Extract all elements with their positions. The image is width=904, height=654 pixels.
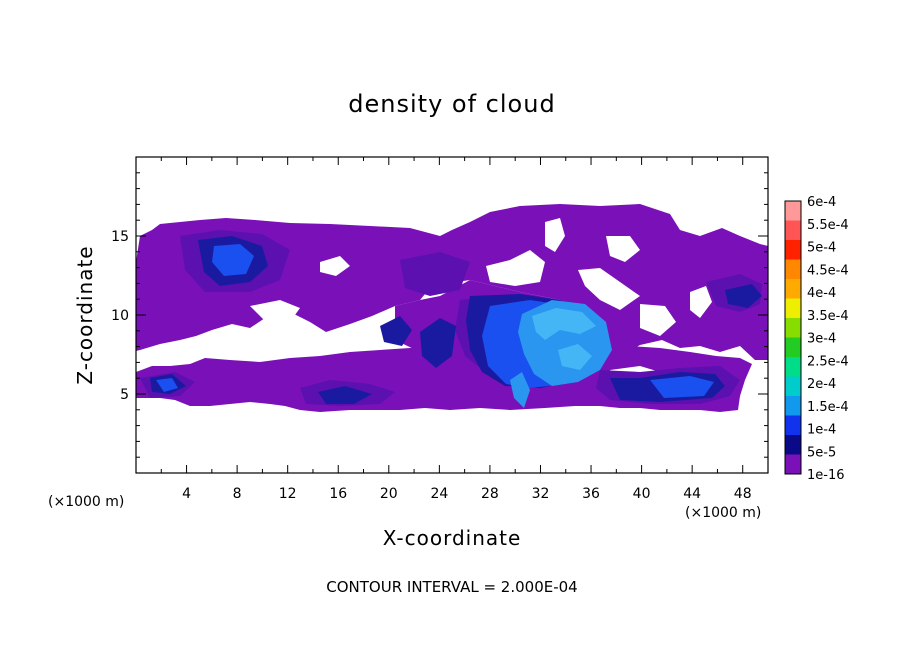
colorbar-label: 4.5e-4 <box>807 263 849 278</box>
colorbar-swatch <box>785 259 801 280</box>
y-tick-label: 10 <box>111 308 129 324</box>
colorbar-swatch <box>785 240 801 260</box>
x-tick-label: 32 <box>532 486 550 502</box>
colorbar-label: 3.5e-4 <box>807 309 849 324</box>
x-tick-label: 20 <box>380 486 398 502</box>
colorbar-swatch <box>785 298 801 319</box>
x-tick-label: 28 <box>481 486 499 502</box>
colorbar-swatch <box>785 220 801 241</box>
x-tick-label: 36 <box>582 486 600 502</box>
colorbar-swatch <box>785 396 801 416</box>
x-tick-label: 4 <box>182 486 191 502</box>
colorbar-swatch <box>785 337 801 358</box>
colorbar-label: 2.5e-4 <box>807 354 849 369</box>
x-tick-label: 40 <box>633 486 651 502</box>
chart-title: density of cloud <box>348 90 555 118</box>
y-axis-label: Z-coordinate <box>73 245 97 384</box>
colorbar-label: 3e-4 <box>807 332 836 347</box>
colorbar-label: 5.5e-4 <box>807 218 849 233</box>
x-tick-label: 8 <box>233 486 242 502</box>
x-tick-label: 48 <box>734 486 752 502</box>
colorbar-swatch <box>785 415 801 436</box>
contour-level-6 <box>532 308 596 370</box>
y-axis-ticks: 5 10 15 <box>111 172 768 458</box>
colorbar-swatch <box>785 376 801 397</box>
colorbar-label: 1.5e-4 <box>807 400 849 415</box>
x-tick-label: 12 <box>279 486 297 502</box>
colorbar-swatch <box>785 435 801 455</box>
colorbar-swatch <box>785 357 801 377</box>
x-axis-ticks: 4 8 12 16 20 24 28 32 36 40 44 48 <box>160 157 752 502</box>
colorbar-label: 4e-4 <box>807 286 836 301</box>
colorbar-label: 5e-5 <box>807 445 836 460</box>
x-tick-label: 16 <box>329 486 347 502</box>
x-axis-unit: (×1000 m) <box>685 505 761 521</box>
x-tick-label: 44 <box>683 486 701 502</box>
colorbar-swatch <box>785 454 801 475</box>
colorbar-label: 6e-4 <box>807 195 836 210</box>
colorbar-swatch <box>785 318 801 338</box>
colorbar-label: 1e-4 <box>807 423 836 438</box>
y-tick-label: 5 <box>120 387 129 403</box>
y-axis-unit: (×1000 m) <box>48 494 124 510</box>
colorbar-label: 2e-4 <box>807 377 836 392</box>
contour-upper-holes <box>200 218 712 352</box>
contour-interval-note: CONTOUR INTERVAL = 2.000E-04 <box>326 578 577 596</box>
x-axis-label: X-coordinate <box>383 526 522 550</box>
y-tick-label: 15 <box>111 229 129 245</box>
colorbar-border <box>784 200 802 475</box>
colorbar-swatch <box>785 201 801 221</box>
contour-field <box>136 204 768 412</box>
colorbar-swatch <box>785 279 801 299</box>
colorbar-label: 1e-16 <box>807 468 845 483</box>
x-tick-label: 24 <box>430 486 448 502</box>
colorbar-legend: 6e-4 5.5e-4 5e-4 4.5e-4 4e-4 3.5e-4 3e-4 2.5e-4… <box>784 195 849 483</box>
colorbar-label: 5e-4 <box>807 241 836 256</box>
